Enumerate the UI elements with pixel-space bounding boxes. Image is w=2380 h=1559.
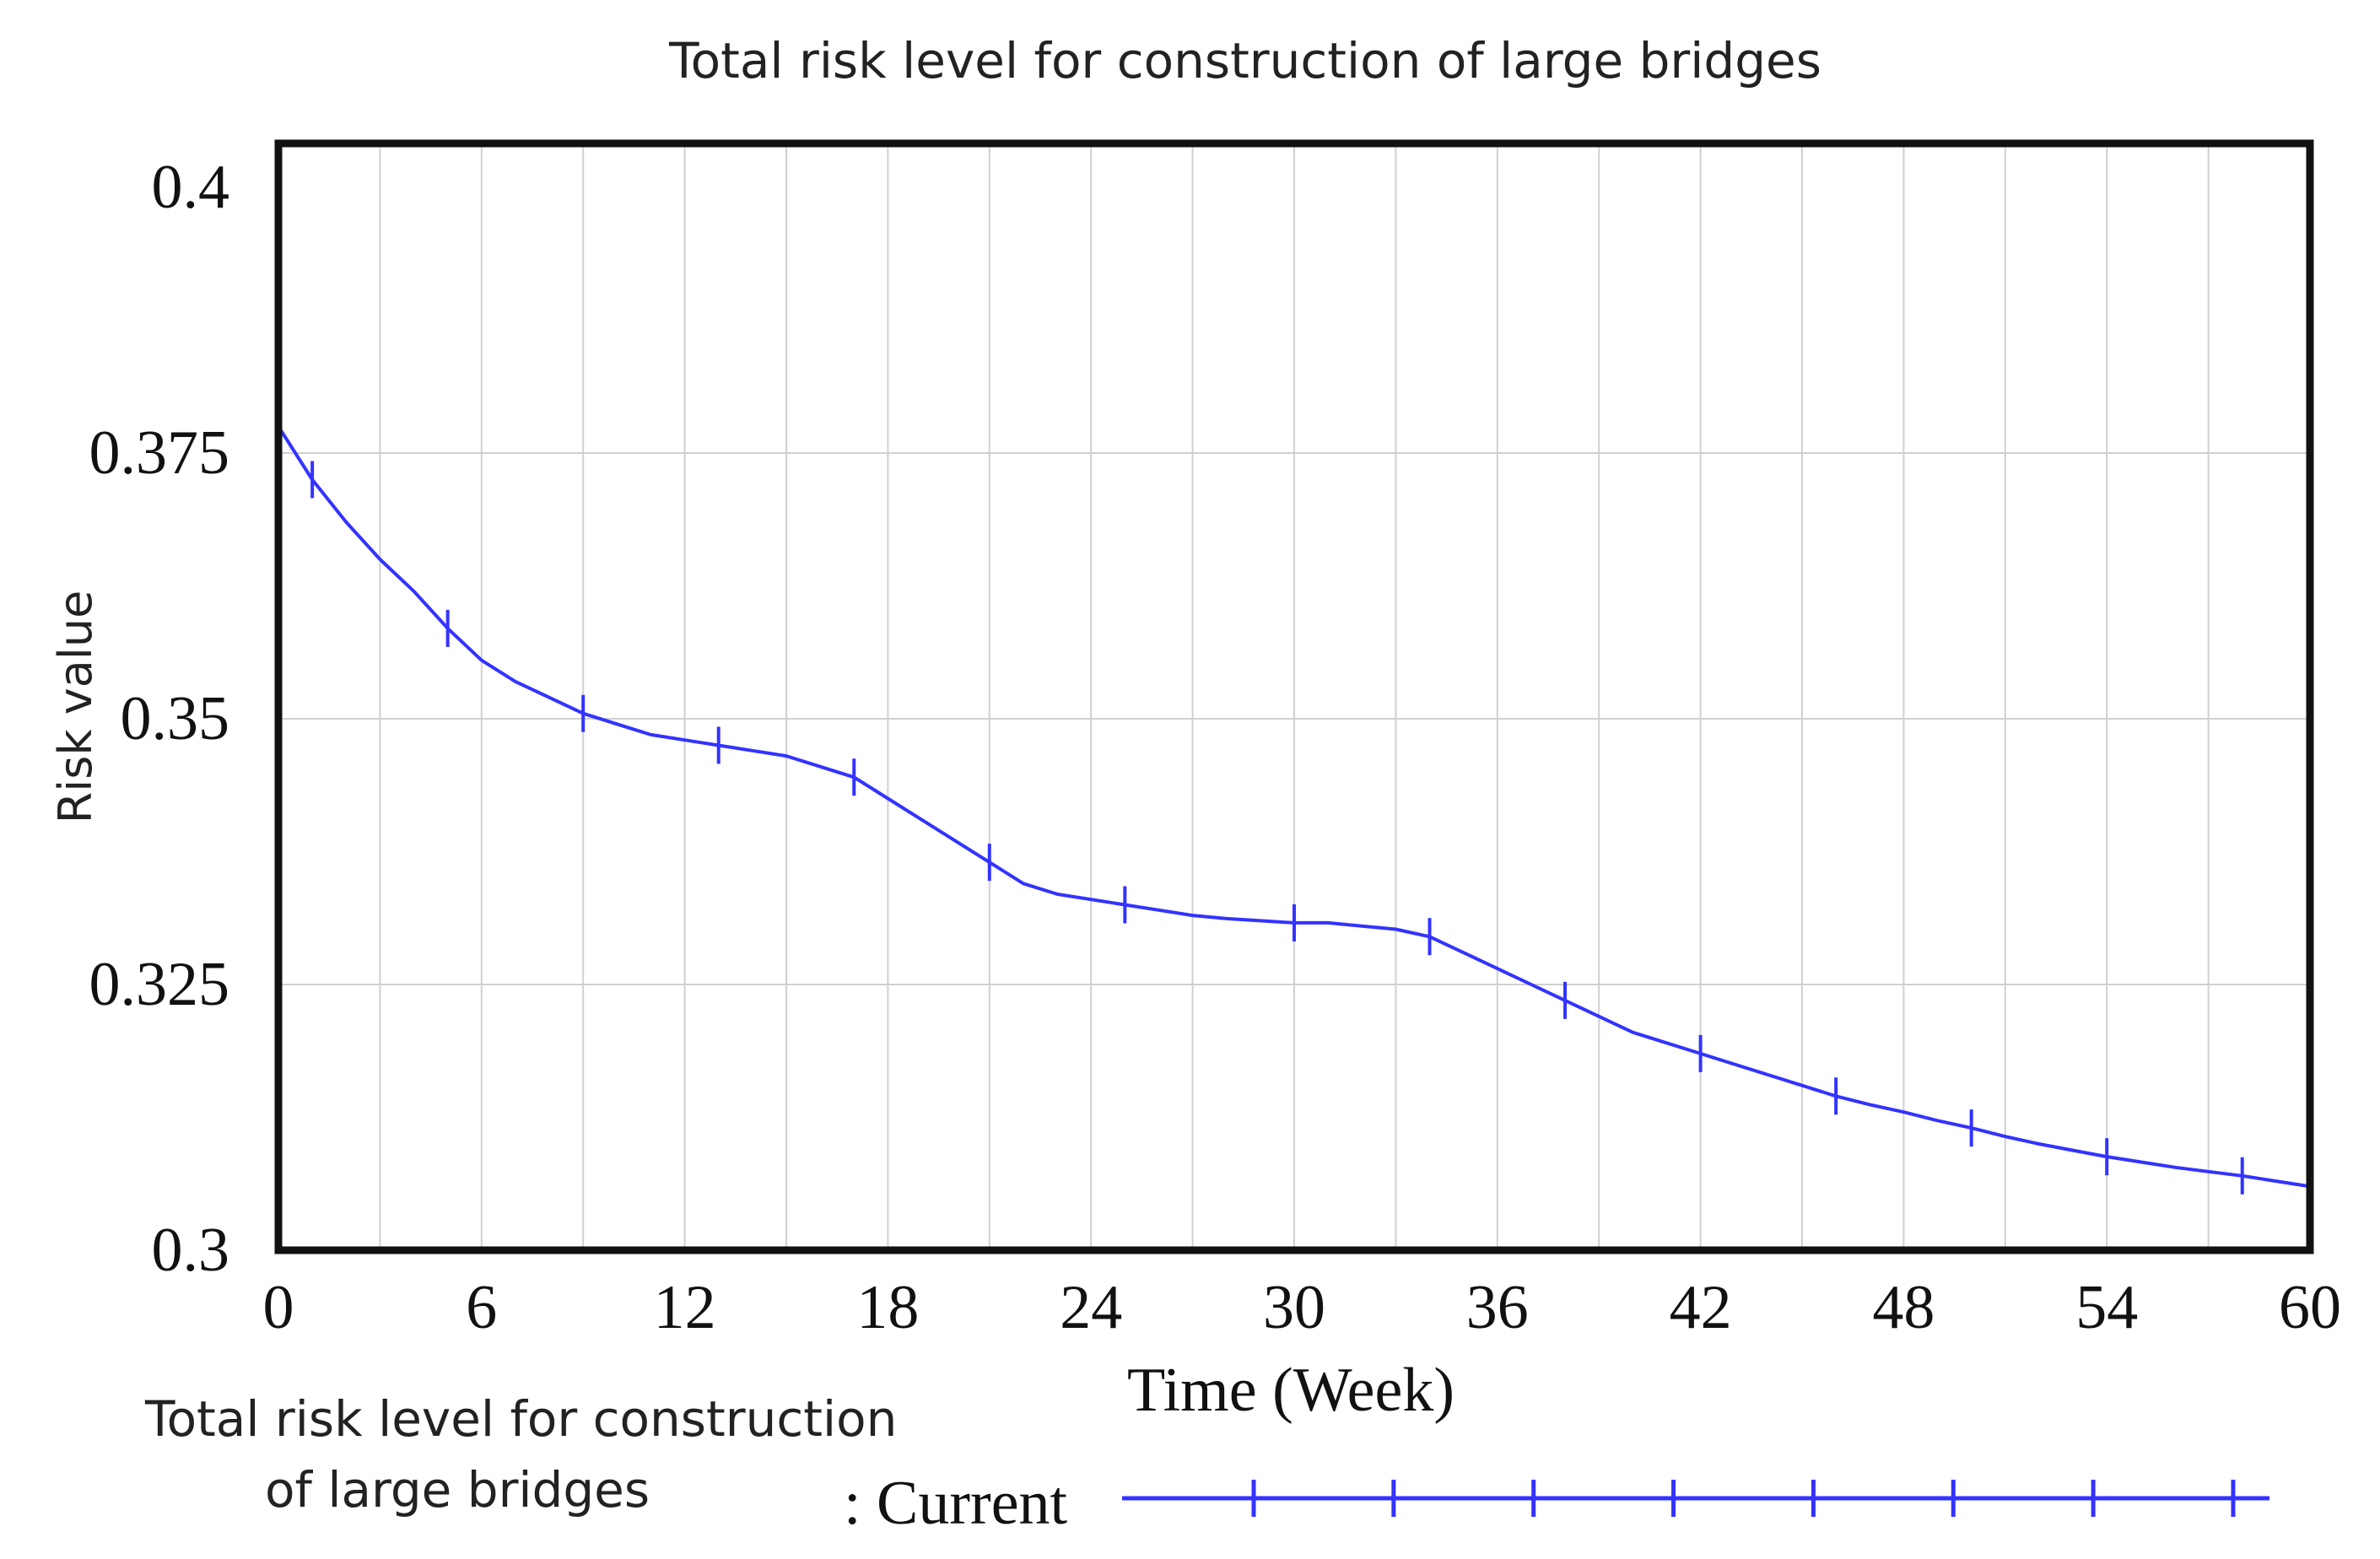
y-tick-label: 0.325 <box>89 950 230 1019</box>
plot-frame <box>274 139 2314 1254</box>
chart-title: Total risk level for construction of lar… <box>668 32 1821 89</box>
x-axis-label: Time (Week) <box>1127 1356 1454 1425</box>
x-tick-label: 36 <box>1466 1273 1529 1342</box>
y-axis-ticks: 0.3 0.325 0.35 0.375 0.4 <box>89 153 230 1285</box>
legend-run-label: : Current <box>844 1469 1068 1538</box>
legend-label-line2: of large bridges <box>265 1461 650 1519</box>
x-tick-label: 54 <box>2075 1273 2138 1342</box>
x-tick-label: 6 <box>466 1273 497 1342</box>
legend-line-sample <box>1122 1480 2269 1517</box>
y-axis-label: Risk value <box>49 591 102 824</box>
x-tick-label: 0 <box>263 1273 294 1342</box>
legend-label-line1: Total risk level for construction <box>144 1390 897 1448</box>
x-tick-label: 12 <box>654 1273 716 1342</box>
x-tick-label: 42 <box>1670 1273 1732 1342</box>
y-tick-label: 0.4 <box>152 153 230 222</box>
x-tick-label: 24 <box>1060 1273 1122 1342</box>
x-tick-label: 30 <box>1263 1273 1325 1342</box>
x-tick-label: 18 <box>856 1273 919 1342</box>
y-tick-label: 0.3 <box>152 1216 230 1285</box>
y-tick-label: 0.375 <box>89 418 230 488</box>
x-tick-label: 60 <box>2279 1273 2341 1342</box>
legend: Total risk level for construction of lar… <box>144 1390 2269 1538</box>
series-current <box>277 425 2311 1195</box>
x-axis-ticks: 0 6 12 18 24 30 36 42 48 54 60 <box>263 1273 2342 1342</box>
y-tick-label: 0.35 <box>121 684 230 753</box>
x-tick-label: 48 <box>1872 1273 1935 1342</box>
